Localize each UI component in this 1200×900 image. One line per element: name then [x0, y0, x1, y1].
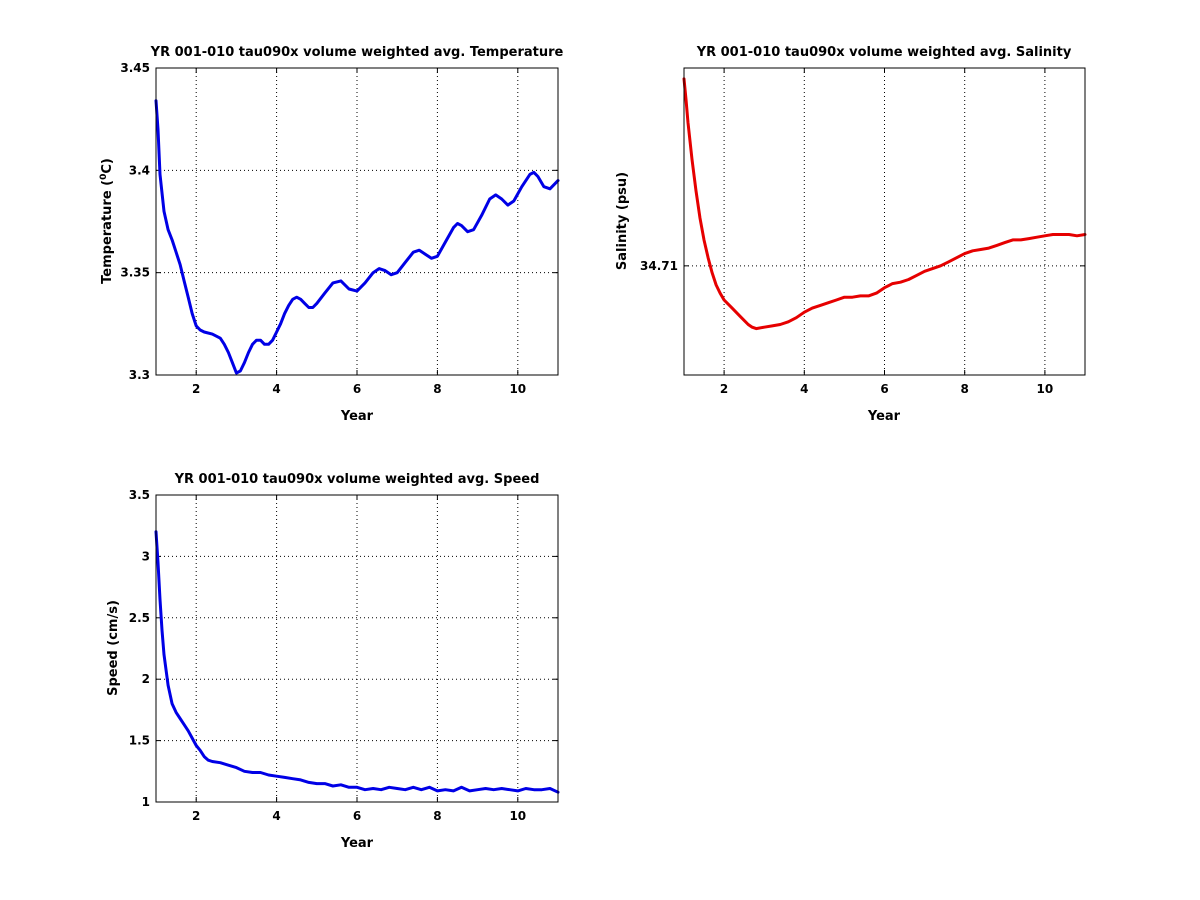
salinity-ylabel: Salinity (psu) [615, 172, 630, 270]
speed-plot: 2 4 6 8 10 1 1.5 2 2.5 3 3.5 YR 001-010 tau090x vo… [106, 472, 560, 851]
speed-xtick-label: 4 [272, 809, 280, 823]
speed-ytick-label: 2.5 [129, 611, 150, 625]
temperature-xtick-label: 2 [192, 382, 200, 396]
speed-title: YR 001-010 tau090x volume weighted avg. … [174, 472, 540, 487]
temperature-ytick-label: 3.45 [120, 61, 150, 75]
temperature-ytick-label: 3.3 [129, 368, 150, 382]
speed-xtick-label: 10 [509, 809, 526, 823]
salinity-xtick-label: 4 [800, 382, 808, 396]
temperature-series-line [154, 99, 560, 375]
salinity-xtick-label: 8 [961, 382, 969, 396]
speed-ytick-label: 1.5 [129, 734, 150, 748]
speed-xtick-label: 8 [433, 809, 441, 823]
speed-ytick-label: 2 [142, 672, 150, 686]
temperature-ytick-label: 3.35 [120, 266, 150, 280]
temperature-xtick-label: 10 [509, 382, 526, 396]
temperature-ylabel-super: 0 [99, 174, 109, 180]
speed-ytick-label: 3.5 [129, 488, 150, 502]
salinity-xtick-label: 10 [1037, 382, 1054, 396]
speed-axes-frame [155, 494, 559, 803]
temperature-ytick-label: 3.4 [129, 163, 150, 177]
salinity-axes-border [683, 67, 1086, 376]
temperature-xlabel: Year [340, 409, 374, 424]
salinity-xlabel: Year [867, 409, 901, 424]
speed-ytick-label: 3 [142, 549, 150, 563]
salinity-title: YR 001-010 tau090x volume weighted avg. … [696, 45, 1072, 60]
speed-ytick-label: 1 [142, 795, 150, 809]
speed-xtick-label: 6 [353, 809, 361, 823]
speed-axes-border [155, 494, 559, 803]
salinity-xtick-label: 6 [880, 382, 888, 396]
temperature-xtick-label: 8 [433, 382, 441, 396]
temperature-title: YR 001-010 tau090x volume weighted avg. … [150, 45, 564, 60]
salinity-xtick-label: 2 [720, 382, 728, 396]
speed-xtick-label: 2 [192, 809, 200, 823]
salinity-series-line [682, 77, 1087, 331]
temperature-ylabel-main: Temperature ( [100, 180, 115, 284]
temperature-plot: 2 4 6 8 10 3.3 3.35 3.4 3.45 YR 001-010 tau090x … [99, 45, 564, 424]
salinity-ytick-label: 34.71 [640, 259, 678, 273]
speed-xlabel: Year [340, 836, 374, 851]
temperature-xtick-label: 4 [272, 382, 280, 396]
temperature-xtick-label: 6 [353, 382, 361, 396]
temperature-axes-border [155, 67, 559, 376]
speed-series-line [154, 530, 560, 794]
salinity-plot: 2 4 6 8 10 34.71 YR 001-010 tau090x volume we… [615, 45, 1087, 424]
speed-ylabel: Speed (cm/s) [106, 600, 121, 696]
temperature-ylabel: Temperature (0C) [99, 158, 115, 284]
temperature-axes-frame [155, 67, 559, 376]
temperature-ylabel-suffix: C) [100, 158, 115, 173]
salinity-axes-frame [683, 67, 1086, 376]
